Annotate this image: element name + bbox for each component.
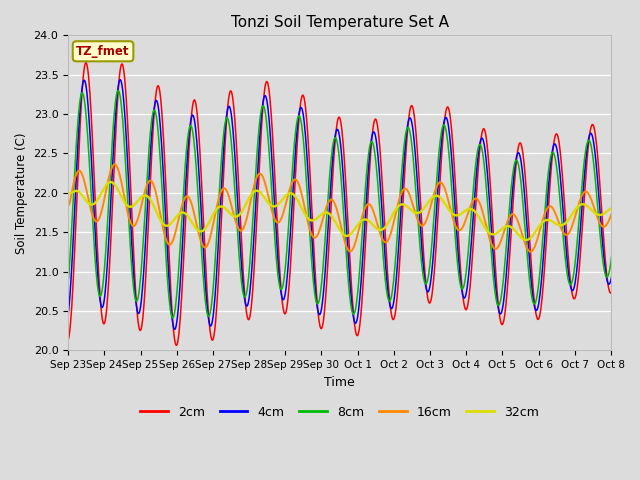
16cm — [111, 161, 118, 167]
8cm — [616, 173, 623, 179]
2cm — [406, 105, 414, 110]
Line: 8cm: 8cm — [68, 90, 640, 318]
32cm — [172, 214, 180, 220]
8cm — [173, 290, 180, 296]
8cm — [115, 87, 122, 93]
4cm — [306, 198, 314, 204]
4cm — [171, 326, 179, 332]
32cm — [523, 237, 531, 243]
8cm — [625, 162, 632, 168]
2cm — [82, 60, 90, 66]
2cm — [93, 228, 100, 233]
4cm — [406, 115, 414, 121]
16cm — [172, 227, 180, 232]
4cm — [616, 192, 623, 198]
16cm — [305, 224, 313, 230]
8cm — [64, 278, 72, 284]
8cm — [169, 315, 177, 321]
8cm — [406, 132, 414, 138]
Legend: 2cm, 4cm, 8cm, 16cm, 32cm: 2cm, 4cm, 8cm, 16cm, 32cm — [136, 401, 544, 424]
16cm — [406, 193, 413, 199]
Title: Tonzi Soil Temperature Set A: Tonzi Soil Temperature Set A — [230, 15, 449, 30]
2cm — [625, 135, 632, 141]
4cm — [173, 319, 180, 324]
4cm — [92, 244, 100, 250]
16cm — [527, 249, 534, 254]
2cm — [616, 215, 623, 220]
2cm — [173, 342, 180, 348]
2cm — [64, 337, 72, 343]
8cm — [92, 267, 100, 273]
X-axis label: Time: Time — [324, 376, 355, 389]
Text: TZ_fmet: TZ_fmet — [76, 45, 130, 58]
8cm — [306, 229, 314, 235]
16cm — [616, 195, 623, 201]
2cm — [172, 343, 180, 348]
4cm — [64, 312, 72, 318]
32cm — [625, 217, 632, 223]
32cm — [64, 191, 72, 196]
32cm — [107, 179, 115, 185]
Line: 2cm: 2cm — [68, 63, 640, 346]
16cm — [64, 203, 72, 208]
16cm — [625, 209, 632, 215]
32cm — [305, 216, 313, 222]
4cm — [116, 77, 124, 83]
4cm — [625, 146, 632, 152]
Y-axis label: Soil Temperature (C): Soil Temperature (C) — [15, 132, 28, 253]
32cm — [616, 205, 623, 211]
Line: 4cm: 4cm — [68, 80, 640, 329]
Line: 32cm: 32cm — [68, 182, 640, 240]
2cm — [306, 164, 314, 170]
32cm — [406, 206, 413, 212]
32cm — [92, 199, 100, 205]
Line: 16cm: 16cm — [68, 164, 640, 252]
16cm — [92, 218, 100, 224]
